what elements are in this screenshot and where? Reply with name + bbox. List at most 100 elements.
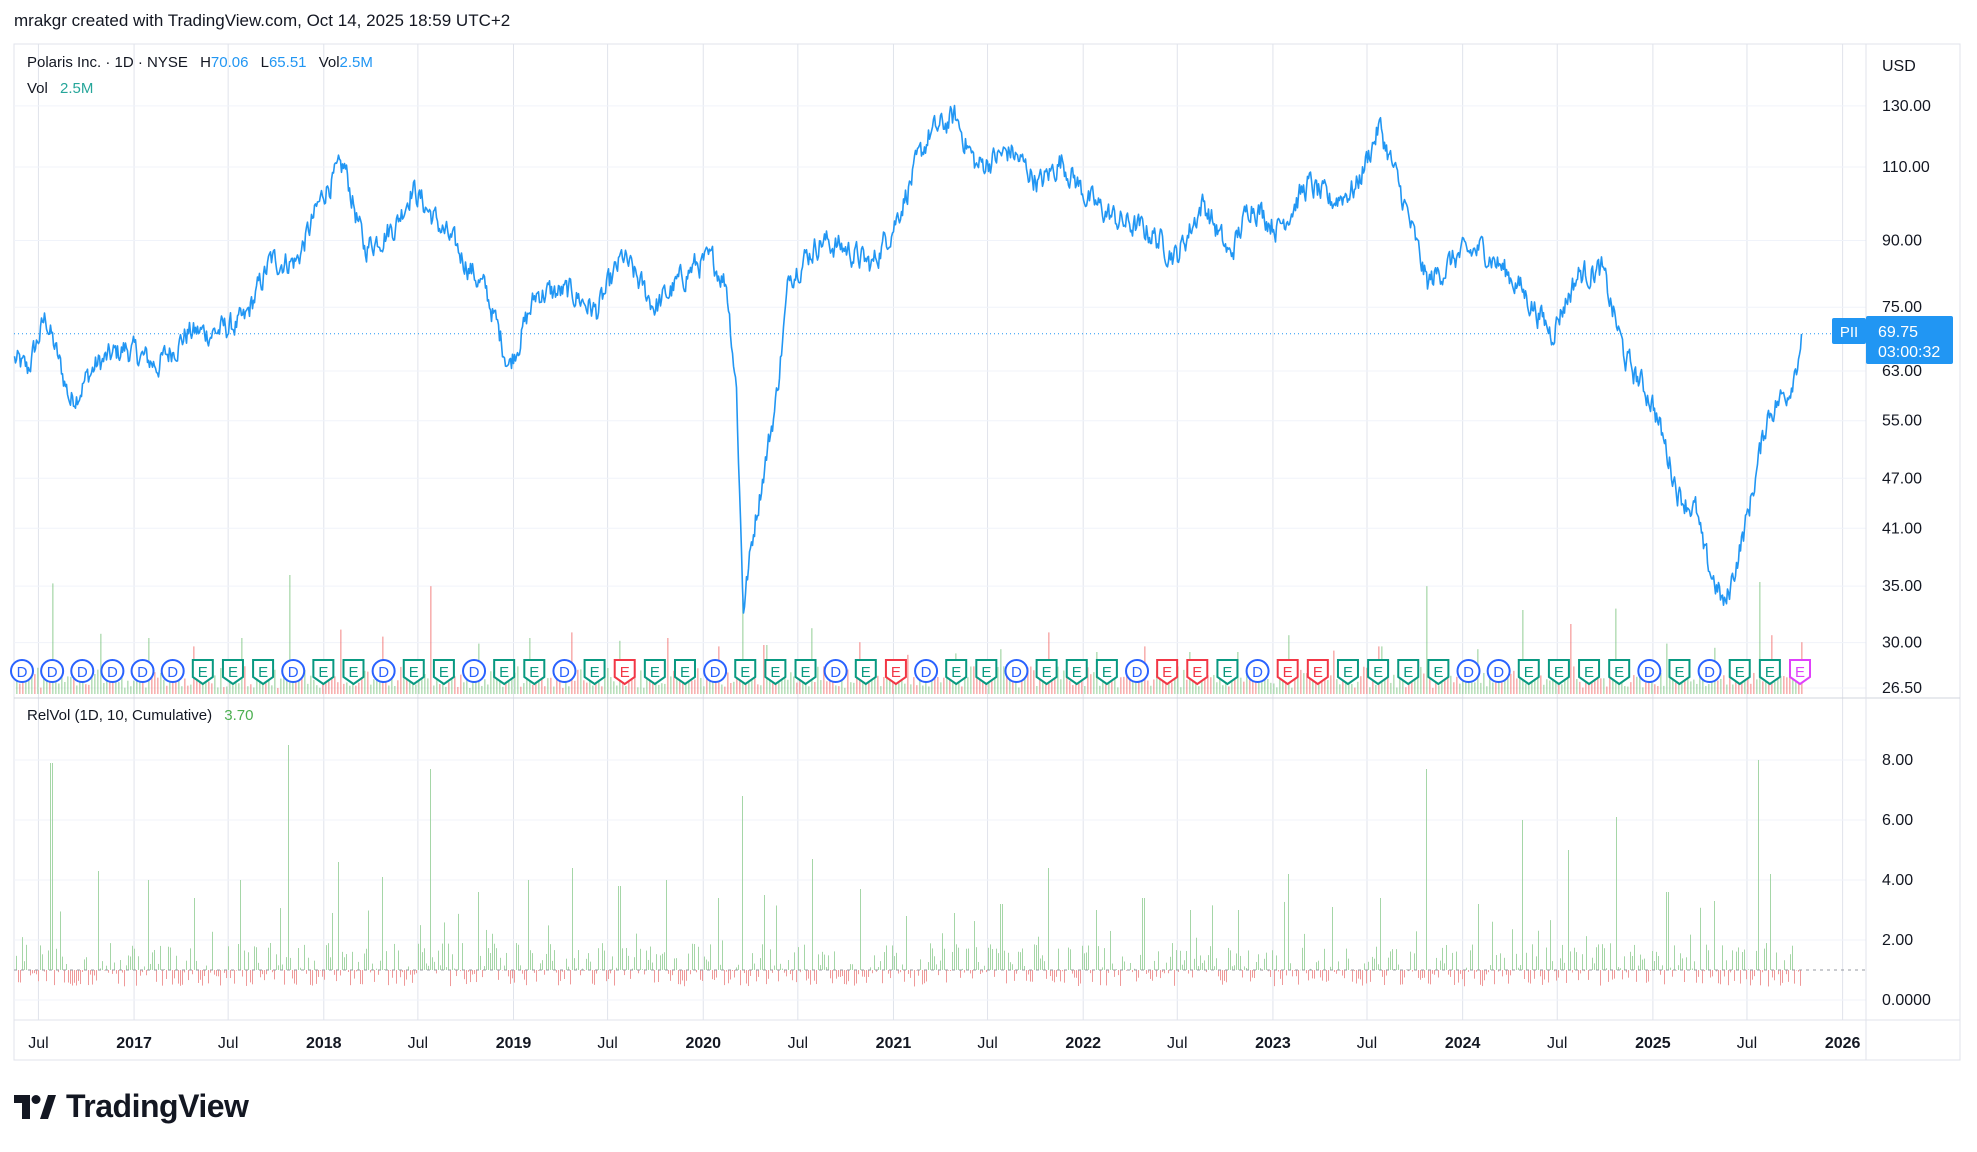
earnings-marker[interactable]: E	[854, 659, 877, 686]
earnings-marker[interactable]: E	[432, 659, 455, 686]
earnings-marker-shape	[221, 659, 244, 686]
earnings-marker[interactable]: E	[1789, 659, 1811, 686]
volume-bar	[1699, 676, 1701, 694]
volume-bar	[1006, 670, 1008, 694]
dividend-marker[interactable]: D	[462, 659, 487, 683]
relvol-bar	[1352, 970, 1353, 982]
dividend-marker[interactable]: D	[281, 659, 306, 683]
relvol-bar	[546, 953, 547, 970]
dividend-marker[interactable]: D	[914, 659, 939, 683]
earnings-marker[interactable]: E	[1276, 659, 1299, 686]
dividend-marker[interactable]: D	[100, 659, 125, 683]
series-legend[interactable]: Polaris Inc. · 1D · NYSE H70.06 L65.51 V…	[27, 54, 373, 71]
earnings-marker-shape	[945, 659, 968, 686]
earnings-marker[interactable]: E	[1216, 659, 1239, 686]
dividend-marker[interactable]: D	[70, 659, 95, 683]
earnings-marker[interactable]: E	[794, 659, 817, 686]
relvol-bar	[1176, 950, 1177, 970]
earnings-marker[interactable]: E	[673, 659, 696, 686]
earnings-marker[interactable]: E	[342, 659, 365, 686]
dividend-marker[interactable]: D	[40, 659, 65, 683]
earnings-marker[interactable]: E	[1367, 659, 1390, 686]
earnings-marker[interactable]: E	[1397, 659, 1420, 686]
volume-bar	[1660, 672, 1662, 694]
relvol-bar	[592, 970, 593, 984]
earnings-marker[interactable]: E	[975, 659, 998, 686]
earnings-marker[interactable]: E	[1156, 659, 1179, 686]
dividend-marker[interactable]: D	[1456, 659, 1481, 683]
relvol-bar	[526, 970, 527, 986]
relvol-bar	[226, 970, 227, 979]
relvol-bar	[168, 946, 169, 970]
relvol-bar	[550, 944, 551, 970]
dividend-marker[interactable]: D	[1637, 659, 1662, 683]
earnings-marker[interactable]: E	[1306, 659, 1329, 686]
earnings-marker[interactable]: E	[1065, 659, 1088, 686]
dividend-marker[interactable]: D	[160, 659, 185, 683]
earnings-marker[interactable]: E	[1336, 659, 1359, 686]
earnings-marker[interactable]: E	[1547, 659, 1570, 686]
earnings-marker[interactable]: E	[1095, 659, 1118, 686]
volume-bar	[1321, 672, 1323, 694]
earnings-marker[interactable]: E	[764, 659, 787, 686]
tradingview-logo[interactable]: TradingView	[14, 1088, 249, 1125]
volume-bar	[760, 685, 762, 694]
relvol-bar	[1362, 970, 1363, 986]
earnings-marker[interactable]: E	[252, 659, 275, 686]
relvol-bar	[1212, 905, 1213, 970]
earnings-marker[interactable]: E	[734, 659, 757, 686]
dividend-marker[interactable]: D	[371, 659, 396, 683]
dividend-marker[interactable]: D	[10, 659, 34, 683]
relvol-bar	[1102, 967, 1103, 970]
dividend-marker[interactable]: D	[1697, 659, 1722, 683]
earnings-marker[interactable]: E	[1517, 659, 1540, 686]
earnings-marker[interactable]: E	[523, 659, 546, 686]
dividend-marker[interactable]: D	[1245, 659, 1270, 683]
earnings-marker[interactable]: E	[643, 659, 666, 686]
earnings-marker[interactable]: E	[1186, 659, 1209, 686]
relvol-bar	[1734, 970, 1735, 981]
relvol-bar	[1406, 969, 1407, 970]
dividend-marker[interactable]: D	[552, 659, 577, 683]
earnings-marker[interactable]: E	[1578, 659, 1601, 686]
relvol-bar	[40, 945, 41, 970]
earnings-marker[interactable]: E	[613, 659, 636, 686]
last-price-badge[interactable]	[1866, 316, 1953, 364]
relvol-legend[interactable]: RelVol (1D, 10, Cumulative) 3.70	[27, 707, 253, 724]
dividend-marker[interactable]: D	[130, 659, 155, 683]
earnings-marker[interactable]: E	[191, 659, 214, 686]
earnings-marker[interactable]: E	[493, 659, 516, 686]
relvol-bar	[310, 970, 311, 985]
currency-label[interactable]: USD	[1882, 58, 1916, 75]
earnings-marker[interactable]: E	[1668, 659, 1691, 686]
earnings-marker[interactable]: E	[1427, 659, 1450, 686]
relvol-bar	[1616, 817, 1617, 970]
dividend-marker[interactable]: D	[703, 659, 728, 683]
dividend-marker[interactable]: D	[1125, 659, 1150, 683]
earnings-marker[interactable]: E	[884, 659, 907, 686]
earnings-marker[interactable]: E	[1035, 659, 1058, 686]
dividend-marker[interactable]: D	[1004, 659, 1029, 683]
relvol-bar	[1666, 892, 1667, 970]
relvol-bar	[1170, 956, 1171, 970]
earnings-marker[interactable]: E	[221, 659, 244, 686]
relvol-bar	[1082, 945, 1083, 970]
dividend-marker[interactable]: D	[1486, 659, 1511, 683]
relvol-bar	[382, 877, 383, 970]
earnings-marker[interactable]: E	[945, 659, 968, 686]
volume-bar	[1642, 687, 1644, 694]
earnings-marker[interactable]: E	[312, 659, 335, 686]
volume-bar	[808, 686, 810, 694]
dividend-marker[interactable]: D	[823, 659, 848, 683]
earnings-marker[interactable]: E	[1608, 659, 1631, 686]
price-line[interactable]	[13, 104, 1803, 614]
earnings-marker[interactable]: E	[583, 659, 606, 686]
relvol-bar	[32, 970, 33, 974]
earnings-marker[interactable]: E	[1728, 659, 1751, 686]
volume-legend[interactable]: Vol 2.5M	[27, 80, 93, 97]
price-axis-label: 75.00	[1882, 299, 1922, 316]
ticker-badge[interactable]	[1832, 318, 1866, 344]
earnings-marker[interactable]: E	[1758, 659, 1781, 686]
earnings-marker[interactable]: E	[402, 659, 425, 686]
